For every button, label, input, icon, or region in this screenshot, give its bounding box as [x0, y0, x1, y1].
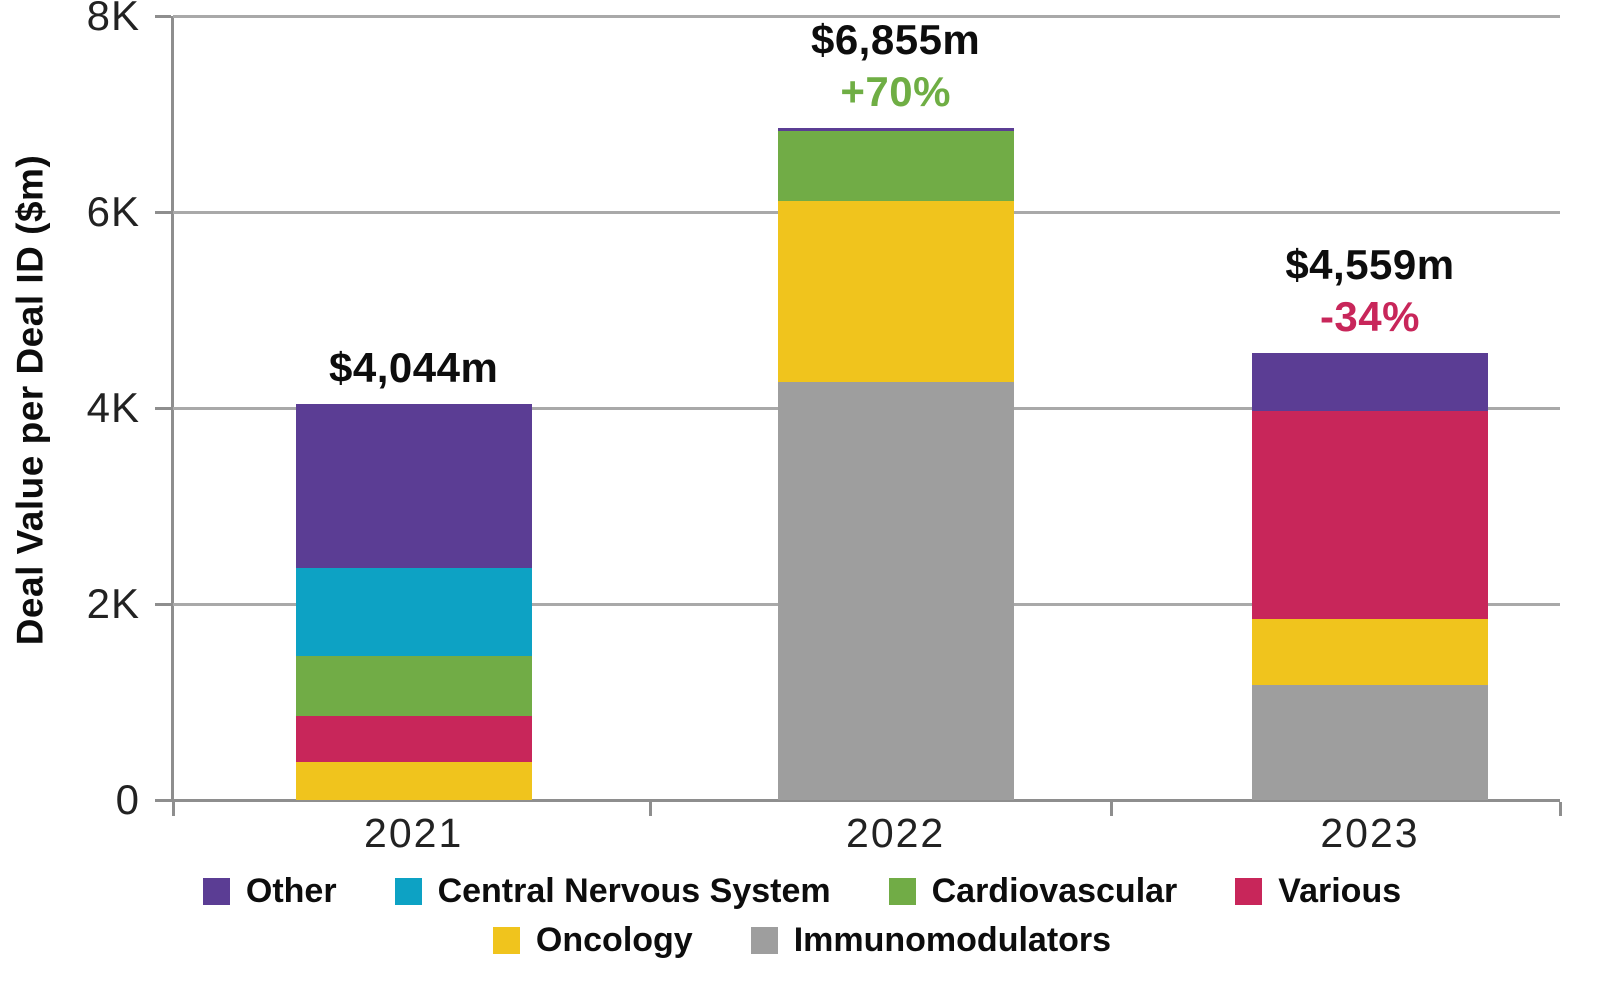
bar-2023-change-label: -34%: [1319, 293, 1420, 341]
legend-label-oncology: Oncology: [535, 921, 693, 959]
x-tick-label-2023: 2023: [1320, 810, 1420, 856]
x-tick-label-2021: 2021: [364, 810, 464, 856]
legend-swatch-central-nervous-system: [394, 878, 422, 905]
bar-2022-segment-immunomodulators: [777, 381, 1014, 800]
bar-2023-segment-oncology: [1252, 619, 1488, 685]
legend-item-other: Other: [202, 872, 337, 911]
legend-swatch-various: [1235, 878, 1263, 905]
bar-2021-segment-other: [295, 403, 532, 569]
legend-swatch-other: [202, 878, 230, 905]
bar-2021-segment-cardiovascular: [295, 656, 532, 717]
bar-2021-segment-various: [295, 716, 532, 763]
y-tick-label-0: 0: [115, 776, 140, 823]
bar-2021-segment-oncology: [295, 762, 532, 800]
legend-item-cardiovascular: Cardiovascular: [888, 872, 1178, 911]
legend-swatch-cardiovascular: [888, 878, 916, 905]
x-tick-mark-1: [649, 802, 653, 816]
bar-2021-total-label: $4,044m: [328, 343, 499, 391]
y-tick-label-2k: 2K: [86, 580, 140, 627]
bar-2022-labels: $6,855m +70%: [726, 16, 1066, 116]
bar-2021-labels: $4,044m: [244, 344, 584, 392]
bar-2023-total-label: $4,559m: [1285, 241, 1455, 289]
y-tick-label-6k: 6K: [86, 188, 140, 235]
legend-label-central-nervous-system: Central Nervous System: [437, 872, 831, 910]
bar-2023-segment-various: [1252, 411, 1488, 620]
y-tick-label-4k: 4K: [86, 384, 140, 431]
y-tick-mark-2k: [155, 603, 171, 606]
legend-swatch-oncology: [492, 927, 520, 954]
bar-2022-segment-oncology: [777, 200, 1014, 382]
legend-swatch-immunomodulators: [750, 927, 778, 954]
x-tick-mark-2: [1109, 802, 1113, 816]
bar-2021-segment-central-nervous-system: [295, 568, 532, 657]
y-axis-title: Deal Value per Deal ID ($m): [0, 0, 62, 800]
y-axis-title-text: Deal Value per Deal ID ($m): [9, 154, 50, 646]
legend-item-oncology: Oncology: [492, 921, 693, 960]
y-tick-mark-4k: [155, 407, 171, 410]
bar-2023-segment-immunomodulators: [1252, 684, 1488, 800]
bar-2023: [1252, 353, 1488, 800]
legend-row-1: Other Central Nervous System Cardiovascula…: [202, 872, 1401, 911]
legend: Other Central Nervous System Cardiovascula…: [0, 872, 1604, 960]
bar-2022-segment-cardiovascular: [777, 130, 1014, 201]
legend-item-central-nervous-system: Central Nervous System: [394, 872, 831, 911]
bar-2022-change-label: +70%: [840, 68, 951, 116]
legend-item-immunomodulators: Immunomodulators: [750, 921, 1112, 960]
x-tick-mark-3: [1559, 802, 1562, 816]
bar-2022: [777, 128, 1014, 800]
y-tick-label-8k: 8K: [86, 0, 140, 39]
legend-label-various: Various: [1278, 872, 1402, 910]
gridline-8k: [173, 15, 1560, 18]
bar-2021: [295, 403, 532, 800]
legend-row-2: Oncology Immunomodulators: [492, 921, 1112, 960]
legend-label-immunomodulators: Immunomodulators: [793, 921, 1112, 959]
legend-label-cardiovascular: Cardiovascular: [931, 872, 1178, 910]
x-tick-mark-0: [172, 802, 175, 816]
legend-label-other: Other: [245, 872, 337, 910]
bar-2023-segment-other: [1252, 353, 1488, 412]
bar-2022-segment-other: [777, 128, 1014, 131]
y-tick-mark-8k: [155, 15, 171, 18]
y-tick-mark-0: [155, 799, 171, 802]
bar-2022-total-label: $6,855m: [810, 16, 981, 64]
x-axis-line: [157, 799, 1560, 802]
x-tick-label-2022: 2022: [846, 810, 946, 856]
y-axis-line: [171, 16, 174, 802]
legend-item-various: Various: [1235, 872, 1401, 911]
y-tick-mark-6k: [155, 211, 171, 214]
plot-area: 8K 6K 4K 2K 0 $4,044m $6,855m +70% $4,559m -34%: [87, 0, 1562, 823]
bar-2023-labels: $4,559m -34%: [1200, 241, 1540, 341]
